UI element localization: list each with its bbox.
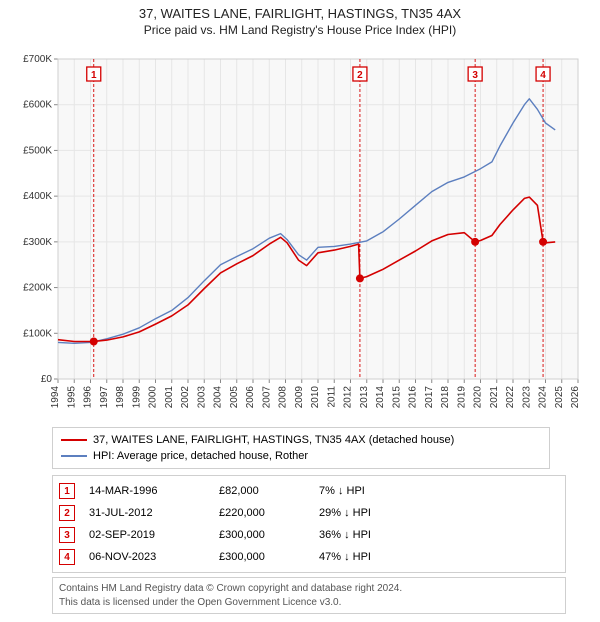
- svg-text:2023: 2023: [521, 386, 532, 409]
- svg-text:2022: 2022: [505, 386, 516, 409]
- chart-subtitle: Price paid vs. HM Land Registry's House …: [10, 23, 590, 37]
- svg-text:1: 1: [91, 70, 97, 81]
- svg-text:2013: 2013: [359, 386, 370, 409]
- footer-box: Contains HM Land Registry data © Crown c…: [52, 577, 566, 614]
- transaction-diff: 36% ↓ HPI: [319, 529, 439, 541]
- svg-text:2010: 2010: [310, 386, 321, 409]
- svg-text:£200K: £200K: [23, 283, 52, 294]
- svg-text:1996: 1996: [83, 386, 94, 409]
- svg-text:2012: 2012: [343, 386, 354, 409]
- svg-text:2024: 2024: [538, 386, 549, 409]
- transaction-date: 02-SEP-2019: [89, 529, 219, 541]
- transactions-table: 114-MAR-1996£82,0007% ↓ HPI231-JUL-2012£…: [52, 475, 566, 573]
- transaction-price: £82,000: [219, 485, 319, 497]
- svg-text:2000: 2000: [148, 386, 159, 409]
- transaction-diff: 47% ↓ HPI: [319, 551, 439, 563]
- transaction-diff: 7% ↓ HPI: [319, 485, 439, 497]
- svg-text:£300K: £300K: [23, 237, 52, 248]
- svg-text:£700K: £700K: [23, 54, 52, 65]
- transaction-row: 2 31-JUL-2012£220,00029% ↓ HPI: [59, 502, 559, 524]
- svg-text:2020: 2020: [473, 386, 484, 409]
- svg-text:2019: 2019: [456, 386, 467, 409]
- svg-text:2008: 2008: [278, 386, 289, 409]
- svg-text:2016: 2016: [408, 386, 419, 409]
- chart-area: £0 £100K £200K £300K £400K £500K £600K £700K 199…: [10, 43, 590, 421]
- svg-text:£600K: £600K: [23, 100, 52, 111]
- transaction-price: £220,000: [219, 507, 319, 519]
- svg-text:2001: 2001: [164, 386, 175, 409]
- svg-text:2006: 2006: [245, 386, 256, 409]
- legend-swatch-hpi: [61, 455, 87, 457]
- svg-text:2011: 2011: [326, 386, 337, 408]
- svg-text:2002: 2002: [180, 386, 191, 409]
- svg-text:2004: 2004: [213, 386, 224, 409]
- svg-text:2009: 2009: [294, 386, 305, 409]
- footer-line-2: This data is licensed under the Open Gov…: [59, 596, 559, 610]
- svg-text:£400K: £400K: [23, 191, 52, 202]
- transaction-diff: 29% ↓ HPI: [319, 507, 439, 519]
- svg-text:1997: 1997: [99, 386, 110, 409]
- svg-text:2015: 2015: [391, 386, 402, 409]
- svg-text:2007: 2007: [261, 386, 272, 409]
- legend-swatch-subject: [61, 439, 87, 441]
- transaction-row: 1 14-MAR-1996£82,0007% ↓ HPI: [59, 480, 559, 502]
- svg-text:2017: 2017: [424, 386, 435, 409]
- transaction-date: 31-JUL-2012: [89, 507, 219, 519]
- chart-title: 37, WAITES LANE, FAIRLIGHT, HASTINGS, TN…: [10, 6, 590, 21]
- svg-text:1998: 1998: [115, 386, 126, 409]
- svg-text:2014: 2014: [375, 386, 386, 409]
- transaction-marker: 1: [59, 483, 75, 499]
- svg-text:2003: 2003: [196, 386, 207, 409]
- transaction-price: £300,000: [219, 551, 319, 563]
- legend-box: 37, WAITES LANE, FAIRLIGHT, HASTINGS, TN…: [52, 427, 550, 469]
- svg-text:2026: 2026: [570, 386, 581, 409]
- svg-text:1994: 1994: [50, 386, 61, 409]
- transaction-marker: 3: [59, 527, 75, 543]
- svg-text:2018: 2018: [440, 386, 451, 409]
- legend-label-subject: 37, WAITES LANE, FAIRLIGHT, HASTINGS, TN…: [93, 432, 454, 448]
- transaction-price: £300,000: [219, 529, 319, 541]
- svg-text:2005: 2005: [229, 386, 240, 409]
- legend-item-subject: 37, WAITES LANE, FAIRLIGHT, HASTINGS, TN…: [61, 432, 541, 448]
- svg-text:1995: 1995: [66, 386, 77, 409]
- svg-text:£0: £0: [41, 374, 53, 385]
- transaction-date: 06-NOV-2023: [89, 551, 219, 563]
- svg-text:£500K: £500K: [23, 145, 52, 156]
- svg-text:4: 4: [540, 70, 546, 81]
- svg-text:2025: 2025: [554, 386, 565, 409]
- legend-item-hpi: HPI: Average price, detached house, Roth…: [61, 448, 541, 464]
- transaction-row: 3 02-SEP-2019£300,00036% ↓ HPI: [59, 524, 559, 546]
- svg-text:1999: 1999: [131, 386, 142, 409]
- transaction-row: 4 06-NOV-2023£300,00047% ↓ HPI: [59, 546, 559, 568]
- svg-text:£100K: £100K: [23, 328, 52, 339]
- transaction-date: 14-MAR-1996: [89, 485, 219, 497]
- transaction-marker: 2: [59, 505, 75, 521]
- footer-line-1: Contains HM Land Registry data © Crown c…: [59, 582, 559, 596]
- svg-text:2: 2: [357, 70, 363, 81]
- svg-text:3: 3: [472, 70, 478, 81]
- transaction-marker: 4: [59, 549, 75, 565]
- legend-label-hpi: HPI: Average price, detached house, Roth…: [93, 448, 308, 464]
- svg-text:2021: 2021: [489, 386, 500, 409]
